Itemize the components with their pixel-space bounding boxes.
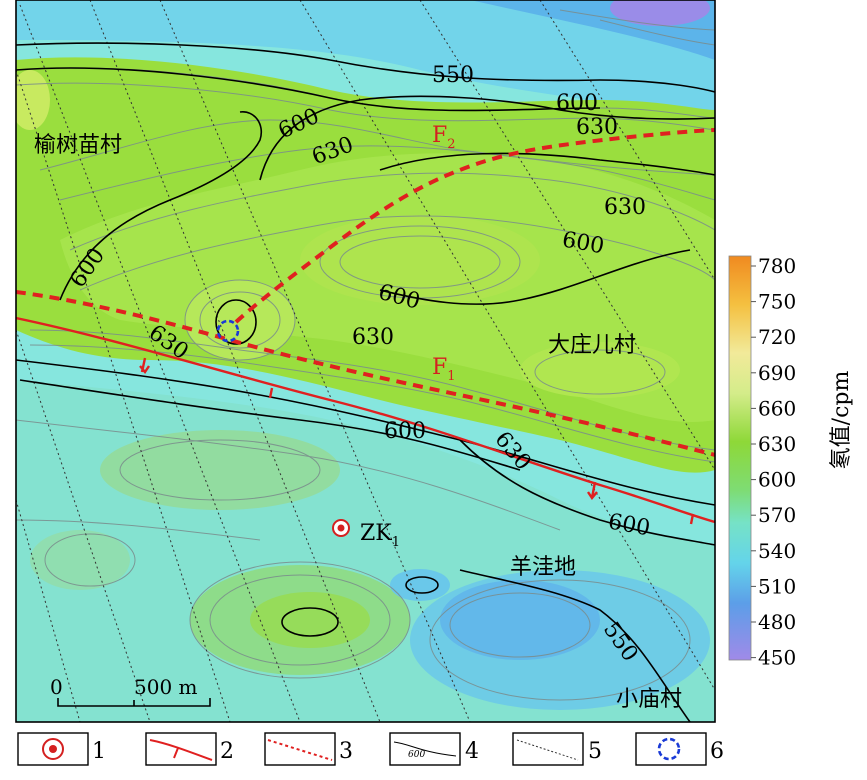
- legend-num-6: 6: [710, 739, 724, 764]
- map-field: 550 600 630 600 630 630 600 600 630 600 …: [16, 0, 715, 722]
- legend-contour-sample: 600: [408, 750, 425, 760]
- scale-bar: 0 500 m: [50, 675, 211, 707]
- colorbar-tick-label: 630: [758, 432, 796, 456]
- contour-label: 550: [432, 63, 474, 88]
- colorbar-tick-label: 780: [758, 254, 796, 278]
- inferred-fault-f1: [16, 290, 715, 457]
- scale-end: 500 m: [134, 675, 198, 699]
- fault-label-f2: F2: [432, 123, 456, 152]
- contour-icon: [393, 741, 457, 757]
- scale-zero: 0: [50, 675, 63, 699]
- legend-num-3: 3: [339, 739, 353, 764]
- colorbar-title: 氡值/cpm: [829, 371, 854, 470]
- legend-num-1: 1: [92, 739, 106, 764]
- inferred-fault-icon: [267, 739, 333, 761]
- contour-label: 600: [384, 419, 426, 444]
- legend-num-4: 4: [465, 739, 479, 764]
- place-yushumiao: 榆树苗村: [34, 133, 122, 158]
- place-dazhuanger: 大庄儿村: [548, 333, 636, 358]
- anomaly-circle: [216, 319, 240, 343]
- legend-num-2: 2: [220, 739, 234, 764]
- colorbar-tick-label: 540: [758, 539, 796, 563]
- colorbar-tick-label: 660: [758, 396, 796, 420]
- inferred-fault-f2: [234, 128, 715, 324]
- place-yangwadi: 羊洼地: [510, 555, 576, 580]
- colorbar-tick-label: 600: [758, 468, 796, 492]
- place-xiaomiao: 小庙村: [616, 687, 682, 712]
- fault-icon: [149, 739, 213, 761]
- fault-label-f1: F1: [432, 355, 456, 384]
- legend: 1 2 3 600 4 5 6: [17, 732, 724, 766]
- colorbar: 780 750 720 690 660 630 600 570 540 510 480 450 氡值/…: [728, 254, 854, 670]
- borehole-zk1-marker: [332, 519, 350, 537]
- colorbar-tick-label: 750: [758, 290, 796, 314]
- contour-label: 600: [556, 91, 598, 116]
- legend-num-5: 5: [588, 739, 602, 764]
- colorbar-tick-label: 570: [758, 503, 796, 527]
- colorbar-tick-label: 480: [758, 610, 796, 634]
- dotted-line-icon: [516, 739, 579, 761]
- anomaly-circle-icon: [657, 737, 681, 761]
- contour-label: 630: [576, 115, 618, 140]
- fault-f1-line: [16, 316, 715, 525]
- contour-label: 630: [604, 195, 646, 220]
- colorbar-tick-label: 510: [758, 574, 796, 598]
- colorbar-tick-label: 450: [758, 646, 796, 670]
- colorbar-tick-label: 690: [758, 361, 796, 385]
- colorbar-tick-label: 720: [758, 325, 796, 349]
- borehole-label: ZK1: [360, 521, 400, 550]
- contour-label: 630: [352, 325, 394, 350]
